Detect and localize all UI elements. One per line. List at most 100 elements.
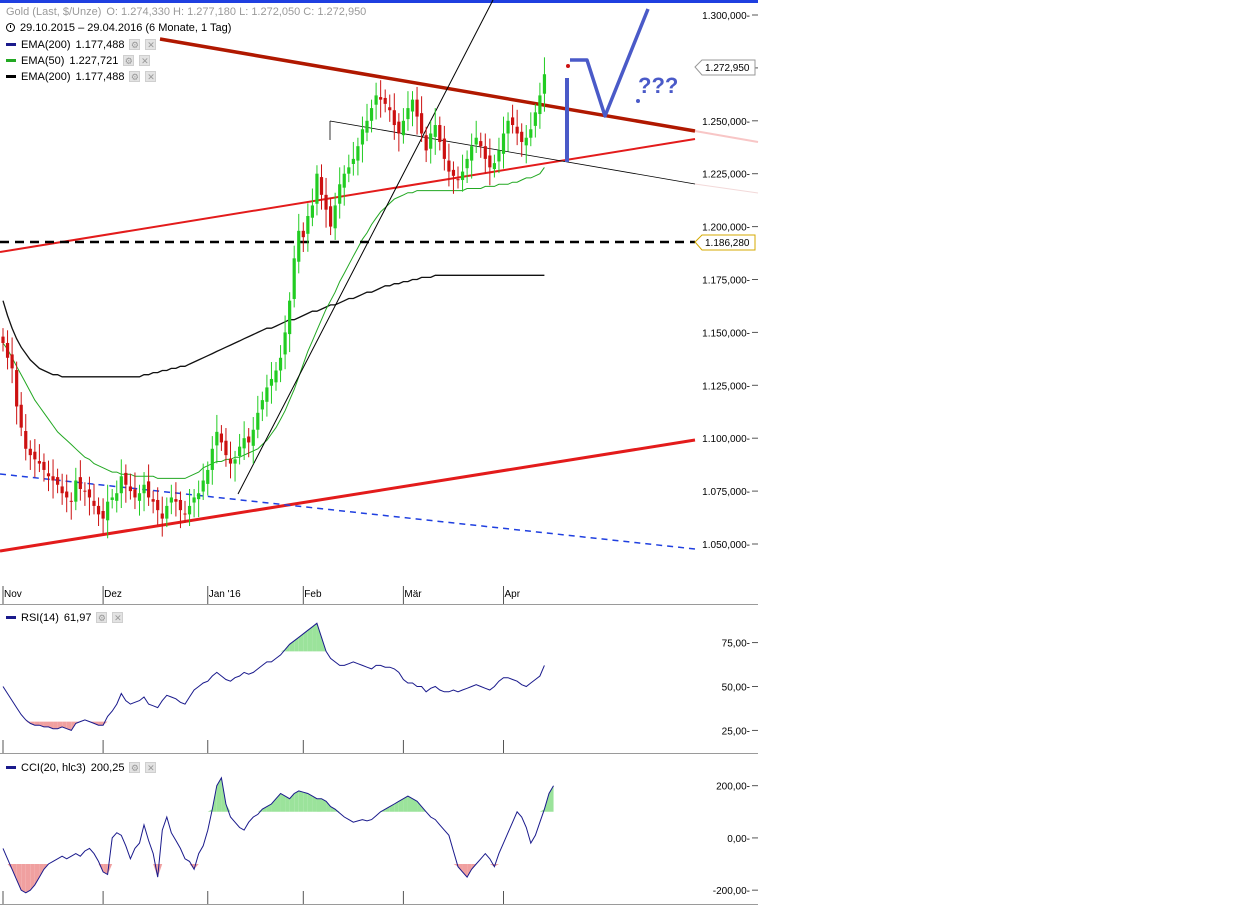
price-tick-label: 1.300,000- — [702, 11, 750, 22]
cci-oversold-fill — [25, 864, 31, 893]
ohlc-readout: O: 1.274,330 H: 1.277,180 L: 1.272,050 C… — [106, 5, 367, 18]
price-tick-label: 1.225,000- — [702, 170, 750, 181]
candle-body — [174, 499, 178, 502]
cci-oversold-fill — [153, 864, 158, 878]
indicator-label: EMA(200) — [21, 70, 71, 83]
cci-overbought-fill — [216, 777, 222, 812]
settings-icon[interactable]: ⚙ — [96, 612, 108, 623]
candle-body — [37, 461, 41, 464]
candle-body — [251, 429, 255, 446]
rsi-oversold-fill — [43, 721, 49, 727]
cci-overbought-fill — [394, 801, 399, 812]
top-border — [0, 0, 758, 3]
candle-body — [397, 121, 401, 134]
cci-line — [2, 776, 554, 894]
cci-overbought-fill — [389, 803, 395, 812]
candle-body — [447, 160, 451, 172]
cci-panel: -200,00- 0,00- 200,00- — [2, 776, 758, 897]
candle-body — [538, 95, 542, 115]
settings-icon[interactable]: ⚙ — [129, 39, 141, 50]
indicator-value: 1.227,721 — [69, 54, 119, 67]
candle-body — [542, 74, 547, 94]
close-icon[interactable]: ✕ — [145, 762, 157, 773]
cci-overbought-fill — [307, 793, 313, 812]
close-icon[interactable]: ✕ — [139, 55, 151, 66]
legend-swatch — [6, 766, 16, 769]
cci-overbought-fill — [403, 796, 408, 812]
rsi-overbought-fill — [316, 623, 322, 652]
rsi-overbought-fill — [294, 637, 299, 652]
cci-overbought-fill — [285, 796, 290, 812]
legend-swatch — [6, 616, 16, 619]
settings-icon[interactable]: ⚙ — [129, 71, 141, 82]
cci-overbought-fill — [316, 798, 322, 812]
cci-overbought-fill — [385, 806, 390, 812]
settings-icon[interactable]: ⚙ — [129, 762, 141, 773]
candle-body — [219, 433, 223, 443]
cci-oversold-fill — [34, 864, 40, 885]
candle-body — [233, 459, 237, 464]
cci-oversold-fill — [103, 864, 108, 875]
candle-body — [19, 404, 23, 428]
indicator-value: 1.177,488 — [75, 38, 125, 51]
rsi-oversold-fill — [34, 721, 40, 726]
time-tick-label: Apr — [505, 589, 521, 600]
candle-body — [429, 133, 433, 149]
close-icon[interactable]: ✕ — [112, 612, 124, 623]
candle-body — [197, 493, 201, 500]
cci-overbought-fill — [330, 806, 336, 812]
close-icon[interactable]: ✕ — [145, 71, 157, 82]
cci-oversold-fill — [16, 864, 22, 891]
candle-body — [292, 258, 296, 299]
rsi-tick-label: 50,00- — [722, 683, 750, 694]
ema50-line — [2, 167, 545, 479]
candle-body — [529, 129, 533, 138]
cci-overbought-fill — [398, 798, 404, 812]
candle-body — [369, 108, 374, 121]
cci-tick-label: 0,00- — [727, 834, 750, 845]
candle-body — [51, 476, 55, 481]
rsi-panel: 25,00- 50,00- 75,00- — [2, 622, 758, 737]
candle-body — [83, 490, 87, 492]
time-tick-label: Feb — [304, 589, 322, 600]
candle-body — [319, 177, 324, 195]
candle-body — [74, 480, 78, 502]
candle-body — [524, 137, 528, 146]
rsi-overbought-fill — [289, 640, 295, 652]
candle-body — [124, 472, 128, 485]
resistance-line — [159, 37, 696, 133]
indicator-row-1: EMA(200) 1.177,488 ⚙ ✕ — [6, 37, 157, 52]
indicator-row-3: EMA(200) 1.177,488 ⚙ ✕ — [6, 69, 157, 84]
settings-icon[interactable]: ⚙ — [123, 55, 135, 66]
candlesticks — [1, 57, 547, 539]
close-icon[interactable]: ✕ — [145, 39, 157, 50]
last-price-badge — [694, 59, 756, 76]
candle-body — [110, 497, 114, 500]
rsi-label: RSI(14) — [21, 611, 59, 624]
cci-oversold-fill — [98, 864, 104, 872]
candle-body — [470, 146, 474, 161]
legend-swatch — [6, 59, 16, 62]
cci-overbought-fill — [312, 796, 317, 812]
cci-overbought-fill — [412, 798, 418, 812]
candle-body — [401, 120, 405, 136]
ema200-path — [2, 274, 545, 378]
candle-body — [420, 113, 424, 134]
cci-overbought-fill — [326, 801, 331, 812]
channel-upper-line — [0, 138, 696, 253]
candle-body — [87, 489, 92, 498]
cci-overbought-fill — [303, 792, 308, 812]
cci-oversold-fill — [7, 864, 13, 870]
candle-body — [342, 173, 346, 188]
candle-body — [151, 499, 155, 502]
price-tick-label: 1.050,000- — [702, 540, 750, 551]
price-tick-label: 1.175,000- — [702, 276, 750, 287]
candle-body — [329, 206, 333, 227]
candle-body — [406, 108, 410, 120]
candle-body — [306, 216, 310, 234]
candle-body — [456, 179, 460, 181]
title-row: Gold (Last, $/Unze) O: 1.274,330 H: 1.27… — [6, 4, 366, 19]
candle-body — [10, 354, 14, 369]
candle-body — [228, 458, 233, 464]
